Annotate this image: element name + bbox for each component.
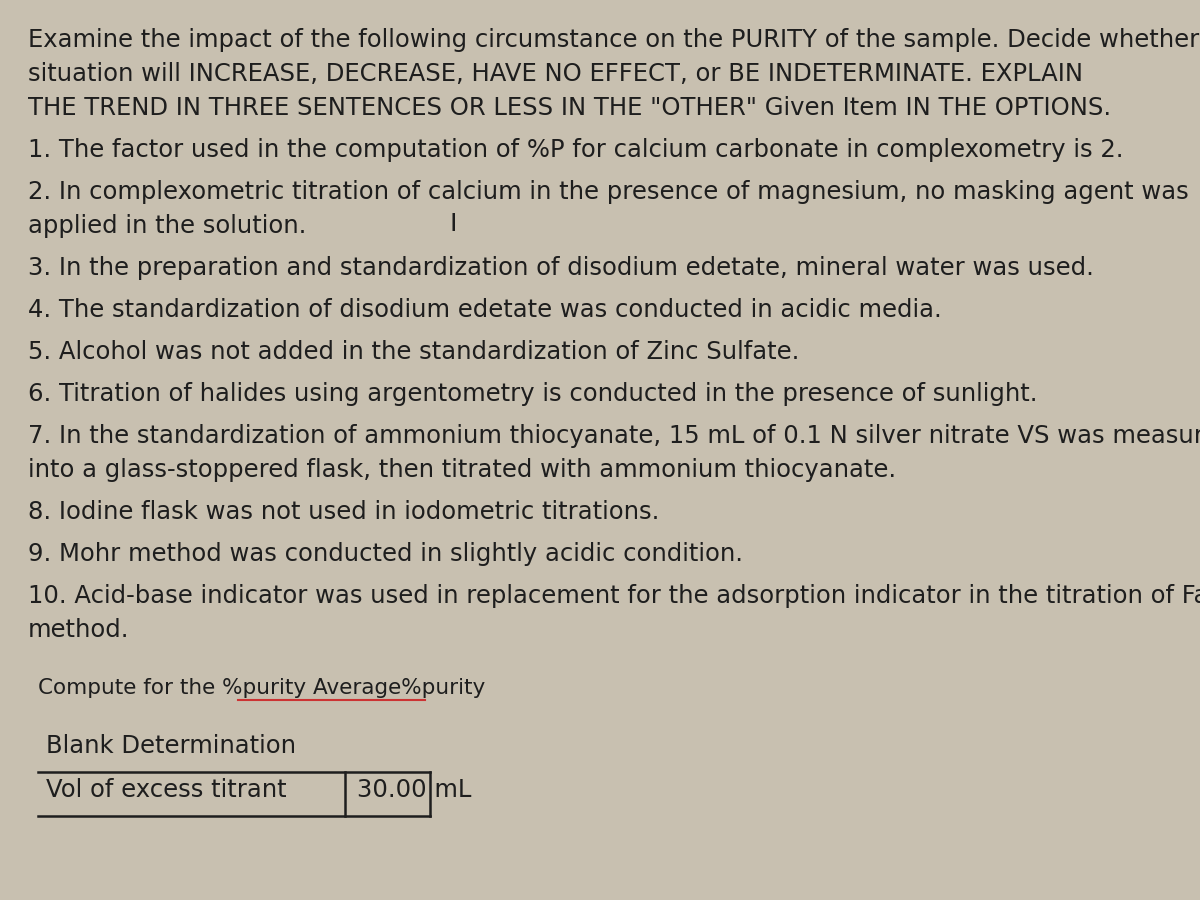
Text: into a glass-stoppered flask, then titrated with ammonium thiocyanate.: into a glass-stoppered flask, then titra…: [28, 458, 896, 482]
Text: 1. The factor used in the computation of %P for calcium carbonate in complexomet: 1. The factor used in the computation of…: [28, 138, 1123, 162]
Text: 10. Acid-base indicator was used in replacement for the adsorption indicator in : 10. Acid-base indicator was used in repl…: [28, 584, 1200, 608]
Text: Examine the impact of the following circumstance on the PURITY of the sample. De: Examine the impact of the following circ…: [28, 28, 1200, 52]
Text: Vol of excess titrant: Vol of excess titrant: [46, 778, 287, 802]
Text: 3. In the preparation and standardization of disodium edetate, mineral water was: 3. In the preparation and standardizatio…: [28, 256, 1094, 280]
Text: I: I: [450, 212, 457, 236]
Text: 2. In complexometric titration of calcium in the presence of magnesium, no maski: 2. In complexometric titration of calciu…: [28, 180, 1189, 204]
Text: situation will INCREASE, DECREASE, HAVE NO EFFECT, or BE INDETERMINATE. EXPLAIN: situation will INCREASE, DECREASE, HAVE …: [28, 62, 1084, 86]
Text: Compute for the %purity Average%purity: Compute for the %purity Average%purity: [38, 678, 485, 698]
Text: 4. The standardization of disodium edetate was conducted in acidic media.: 4. The standardization of disodium edeta…: [28, 298, 942, 322]
Text: 5. Alcohol was not added in the standardization of Zinc Sulfate.: 5. Alcohol was not added in the standard…: [28, 340, 799, 364]
Text: applied in the solution.: applied in the solution.: [28, 214, 306, 238]
Text: THE TREND IN THREE SENTENCES OR LESS IN THE "OTHER" Given Item IN THE OPTIONS.: THE TREND IN THREE SENTENCES OR LESS IN …: [28, 96, 1111, 120]
Text: 6. Titration of halides using argentometry is conducted in the presence of sunli: 6. Titration of halides using argentomet…: [28, 382, 1038, 406]
Text: Blank Determination: Blank Determination: [46, 734, 296, 758]
Text: method.: method.: [28, 618, 130, 642]
Text: 30.00 mL: 30.00 mL: [358, 778, 472, 802]
Text: 8. Iodine flask was not used in iodometric titrations.: 8. Iodine flask was not used in iodometr…: [28, 500, 659, 524]
Text: 9. Mohr method was conducted in slightly acidic condition.: 9. Mohr method was conducted in slightly…: [28, 542, 743, 566]
Text: 7. In the standardization of ammonium thiocyanate, 15 mL of 0.1 N silver nitrate: 7. In the standardization of ammonium th…: [28, 424, 1200, 448]
